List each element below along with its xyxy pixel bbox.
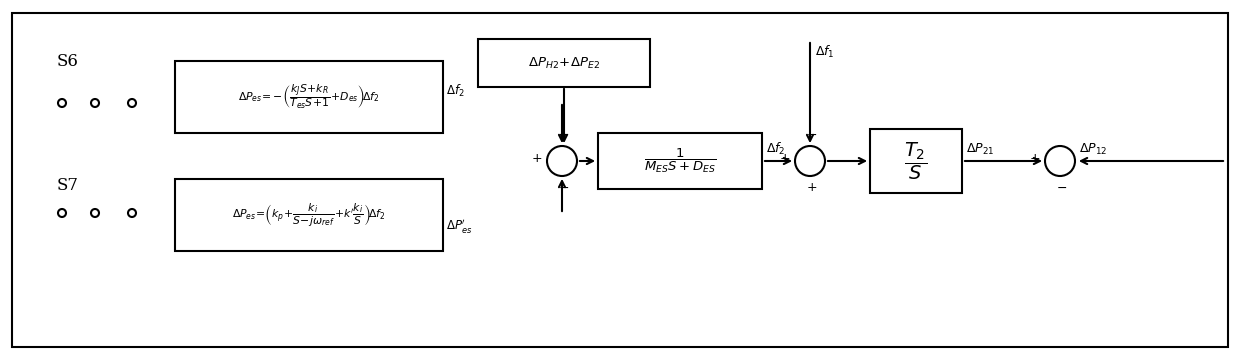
Text: $\Delta f_1$: $\Delta f_1$ (815, 44, 835, 60)
Text: $\dfrac{1}{M_{ES}S+D_{ES}}$: $\dfrac{1}{M_{ES}S+D_{ES}}$ (644, 147, 717, 175)
Text: $\Delta P_{es}\!=\!-\!\left(\dfrac{k_J S\!+\!k_R}{T_{es}S\!+\!1}\!+\!D_{es}\righ: $\Delta P_{es}\!=\!-\!\left(\dfrac{k_J S… (238, 83, 379, 111)
Text: $+$: $+$ (1029, 152, 1040, 165)
Text: $\Delta P_{H2}\!+\!\Delta P_{E2}$: $\Delta P_{H2}\!+\!\Delta P_{E2}$ (528, 56, 600, 70)
Text: S6: S6 (57, 52, 79, 70)
Text: $\dfrac{T_2}{S}$: $\dfrac{T_2}{S}$ (904, 140, 928, 182)
Text: $\Delta P_{12}$: $\Delta P_{12}$ (1079, 142, 1107, 157)
Text: $+$: $+$ (779, 152, 790, 165)
Text: $\Delta P_{es}\!=\!\left(k_p\!+\!\dfrac{k_i}{S\!-\!j\omega_{ref}}\!+\!k'\dfrac{k: $\Delta P_{es}\!=\!\left(k_p\!+\!\dfrac{… (232, 201, 386, 229)
Text: $\Delta P_{21}$: $\Delta P_{21}$ (966, 142, 994, 157)
Bar (477, 39, 650, 87)
Text: $-$: $-$ (1056, 181, 1068, 194)
Text: $\Delta f_2$: $\Delta f_2$ (766, 141, 786, 157)
Bar (175, 61, 443, 133)
Bar (175, 179, 443, 251)
Text: $-$: $-$ (558, 128, 569, 141)
Bar (870, 129, 962, 193)
Text: $\Delta P^{\prime}_{es}$: $\Delta P^{\prime}_{es}$ (446, 217, 472, 235)
Text: $\Delta f_2$: $\Delta f_2$ (446, 83, 465, 99)
Text: $+$: $+$ (531, 152, 542, 165)
Text: $-$: $-$ (806, 128, 817, 141)
Text: S7: S7 (57, 178, 79, 195)
Text: $-$: $-$ (558, 181, 569, 194)
Bar (598, 133, 763, 189)
Text: $+$: $+$ (806, 181, 817, 194)
